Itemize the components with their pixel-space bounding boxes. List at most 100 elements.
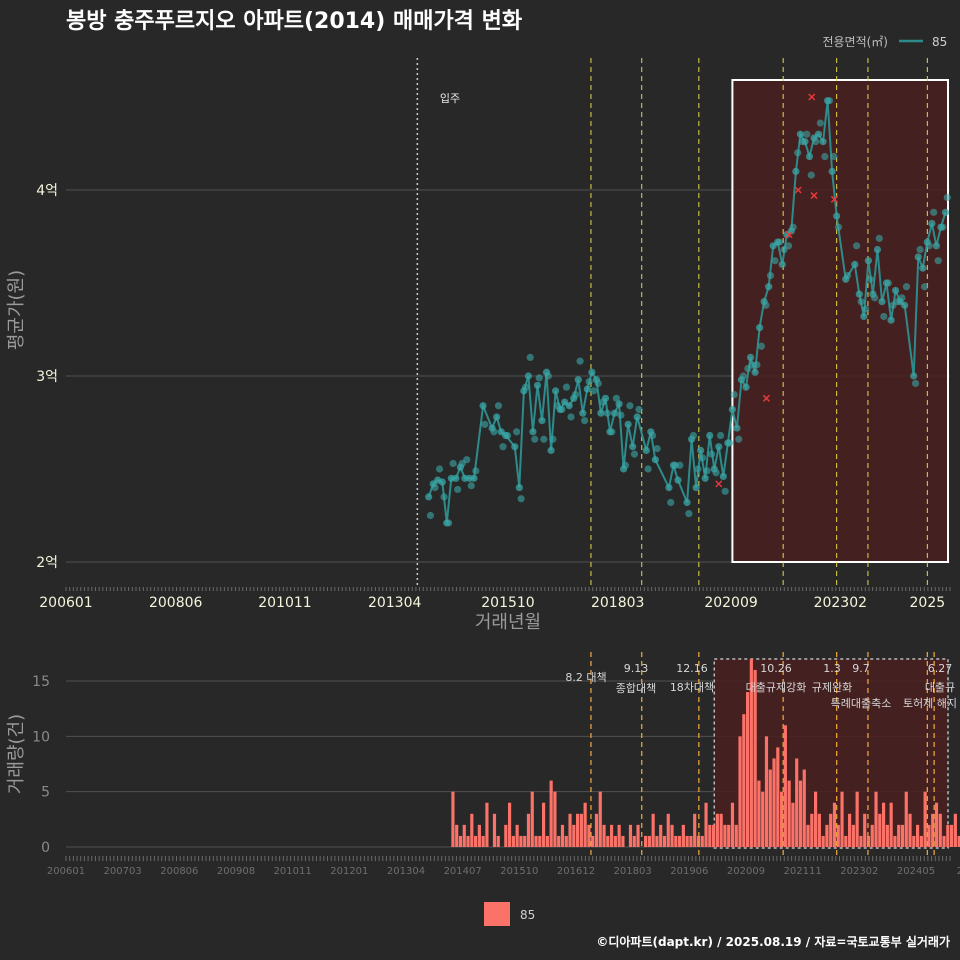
price-point (857, 298, 865, 306)
price-point (585, 377, 593, 386)
volume-bar (776, 747, 780, 847)
policy-annotation-label: 10.26 (760, 662, 792, 675)
price-panel: 4억 3억 2억 200601 200806 201011 201304 201510 201… (36, 58, 951, 611)
volume-bar (610, 824, 614, 847)
price-point (676, 461, 684, 469)
price-red-x-mark (794, 186, 802, 194)
volume-bar (693, 813, 697, 847)
price-x-tick-label: 201304 (368, 595, 422, 611)
volume-x-tick-label: 201803 (614, 866, 652, 877)
price-point (531, 435, 539, 443)
volume-bar (542, 802, 546, 847)
price-point (930, 208, 938, 216)
price-point (490, 428, 498, 436)
price-point (873, 245, 882, 254)
price-point (819, 138, 827, 146)
volume-bar (659, 824, 663, 847)
price-point (522, 383, 530, 391)
price-point (941, 208, 950, 216)
price-point (825, 97, 834, 105)
price-policy-lines (416, 58, 928, 585)
price-point (685, 510, 693, 518)
price-x-tick-label: 2025 (910, 595, 946, 611)
volume-bar (742, 714, 746, 847)
price-point (812, 138, 820, 146)
volume-bar (730, 802, 735, 847)
price-point (771, 257, 779, 265)
policy-annotation-label: 특례대출축소 (831, 697, 892, 710)
price-point (757, 342, 766, 350)
price-point (533, 381, 542, 389)
price-point (789, 223, 797, 231)
volume-bar (557, 835, 561, 847)
volume-bar (492, 813, 497, 847)
price-point (898, 294, 906, 302)
price-y-axis-title: 평균가(원) (6, 270, 27, 350)
price-point (843, 271, 852, 280)
price-x-axis-title: 거래년월 (475, 612, 541, 633)
volume-bar (504, 824, 508, 847)
volume-bar (466, 835, 470, 847)
price-point (642, 446, 650, 454)
volume-bar (704, 802, 708, 847)
price-point (864, 257, 873, 265)
price-point (901, 301, 909, 309)
price-point (454, 485, 462, 494)
price-point (590, 387, 598, 395)
price-point (914, 253, 922, 261)
volume-bar (591, 835, 595, 847)
price-legend: 전용면적(㎡) 85 (822, 35, 947, 49)
price-point (594, 379, 602, 388)
price-point (689, 431, 698, 440)
volume-bar (923, 791, 927, 847)
volume-bar (458, 835, 463, 847)
price-point (544, 372, 552, 380)
volume-x-tick-label: 201011 (274, 866, 312, 877)
volume-bar (798, 780, 803, 847)
price-point (742, 383, 750, 391)
price-point (746, 353, 755, 361)
volume-x-tick-label: 201510 (500, 866, 538, 877)
volume-bar (579, 813, 583, 847)
volume-bar (485, 802, 489, 847)
volume-bar (470, 813, 474, 847)
price-point (860, 312, 868, 321)
volume-bar (670, 824, 674, 847)
price-point (814, 130, 823, 138)
price-point (805, 152, 814, 161)
price-point (499, 443, 507, 451)
price-point (644, 465, 652, 473)
price-point (785, 242, 793, 250)
price-point (515, 484, 523, 492)
price-point (540, 435, 548, 443)
volume-x-tick-label: 201906 (670, 866, 708, 877)
volume-bar (451, 791, 455, 847)
price-point (762, 301, 770, 309)
price-point (438, 478, 446, 486)
volume-bar (628, 824, 633, 847)
price-point (766, 271, 775, 280)
volume-bar (689, 835, 693, 847)
price-point (624, 420, 632, 428)
volume-bar (700, 835, 704, 847)
price-point (579, 409, 587, 417)
price-red-x-mark (785, 231, 793, 239)
volume-bar (477, 824, 481, 847)
price-point (698, 454, 707, 462)
price-x-tick-label: 201011 (258, 595, 311, 611)
volume-x-tick-label: 201201 (330, 866, 368, 877)
volume-bar (817, 813, 821, 847)
price-point (511, 443, 519, 451)
volume-axis-ticks: 200601 200703 200806 200908 201011 201201 2013… (47, 856, 960, 877)
price-points (425, 97, 951, 527)
price-point (706, 431, 714, 440)
price-point (431, 484, 439, 492)
price-point (807, 171, 815, 179)
price-point (601, 394, 610, 402)
volume-bar (538, 835, 542, 847)
volume-bar (757, 780, 761, 847)
volume-bar (712, 824, 716, 847)
price-point (653, 444, 661, 453)
volume-bar (780, 791, 784, 847)
price-x-tick-label: 202009 (704, 595, 757, 611)
